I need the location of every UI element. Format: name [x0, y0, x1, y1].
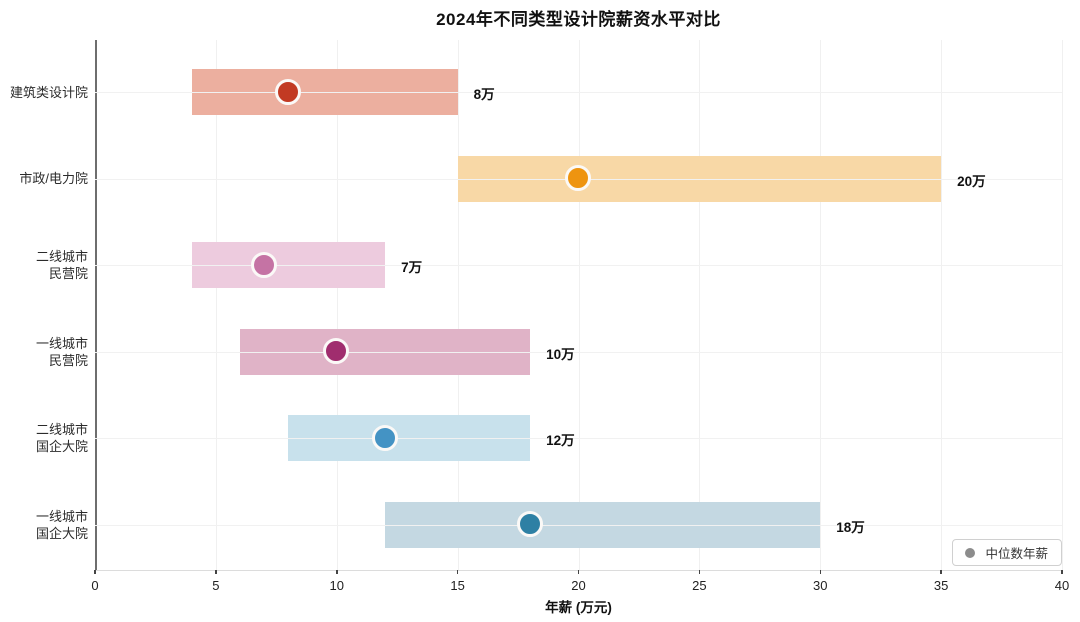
x-tick-mark	[819, 570, 821, 574]
median-dot	[250, 251, 277, 278]
x-gridline	[699, 40, 701, 570]
chart-title: 2024年不同类型设计院薪资水平对比	[436, 10, 721, 29]
y-gridline	[95, 92, 1062, 93]
x-gridline	[1062, 40, 1063, 570]
x-gridline	[215, 40, 217, 570]
median-value-label: 7万	[401, 260, 423, 275]
median-dot	[323, 338, 350, 364]
y-gridline	[95, 351, 1062, 353]
median-dot	[371, 424, 398, 451]
category-label: 市政/电力院	[19, 171, 88, 186]
x-gridline	[578, 40, 580, 570]
x-tick-mark	[456, 570, 459, 574]
x-tick-label: 0	[91, 578, 99, 593]
median-dot	[274, 78, 301, 105]
x-tick-mark	[698, 570, 701, 574]
category-label: 建筑类设计院	[9, 84, 88, 100]
median-value-label: 10万	[546, 346, 575, 362]
category-label: 二线城市 国企大院	[35, 422, 88, 454]
x-axis-title: 年薪 (万元)	[545, 600, 612, 615]
median-dot	[565, 165, 591, 191]
x-tick-label: 30	[813, 578, 828, 593]
x-tick-label: 20	[571, 578, 586, 593]
x-gridline	[457, 40, 459, 570]
x-tick-mark	[577, 570, 580, 574]
y-gridline	[95, 438, 1062, 439]
x-tick-mark	[336, 570, 338, 574]
x-tick-mark	[1061, 570, 1063, 574]
legend: 中位数年薪	[952, 539, 1062, 566]
category-label: 二线城市 民营院	[35, 249, 88, 281]
median-value-label: 12万	[546, 433, 575, 448]
legend-median-circle-icon	[965, 547, 976, 558]
median-dot	[516, 511, 543, 537]
y-gridline	[95, 265, 1062, 266]
category-label: 一线城市 国企大院	[35, 508, 88, 541]
x-tick-label: 35	[933, 578, 949, 593]
x-tick-label: 40	[1054, 578, 1070, 593]
median-value-label: 20万	[957, 173, 986, 189]
x-gridline	[820, 40, 822, 570]
x-gridline	[941, 40, 943, 570]
x-tick-label: 10	[329, 578, 344, 593]
y-axis-spine	[95, 40, 97, 570]
x-gridline	[336, 40, 338, 570]
x-tick-label: 25	[692, 578, 707, 593]
x-tick-label: 5	[212, 578, 220, 593]
legend-label: 中位数年薪	[985, 547, 1048, 561]
x-tick-mark	[940, 570, 942, 574]
category-label: 一线城市 民营院	[35, 335, 88, 368]
y-gridline	[95, 524, 1062, 526]
x-tick-mark	[215, 570, 217, 574]
x-tick-label: 15	[450, 578, 465, 593]
median-value-label: 8万	[473, 87, 495, 102]
x-tick-mark	[94, 570, 96, 574]
median-value-label: 18万	[836, 519, 865, 535]
